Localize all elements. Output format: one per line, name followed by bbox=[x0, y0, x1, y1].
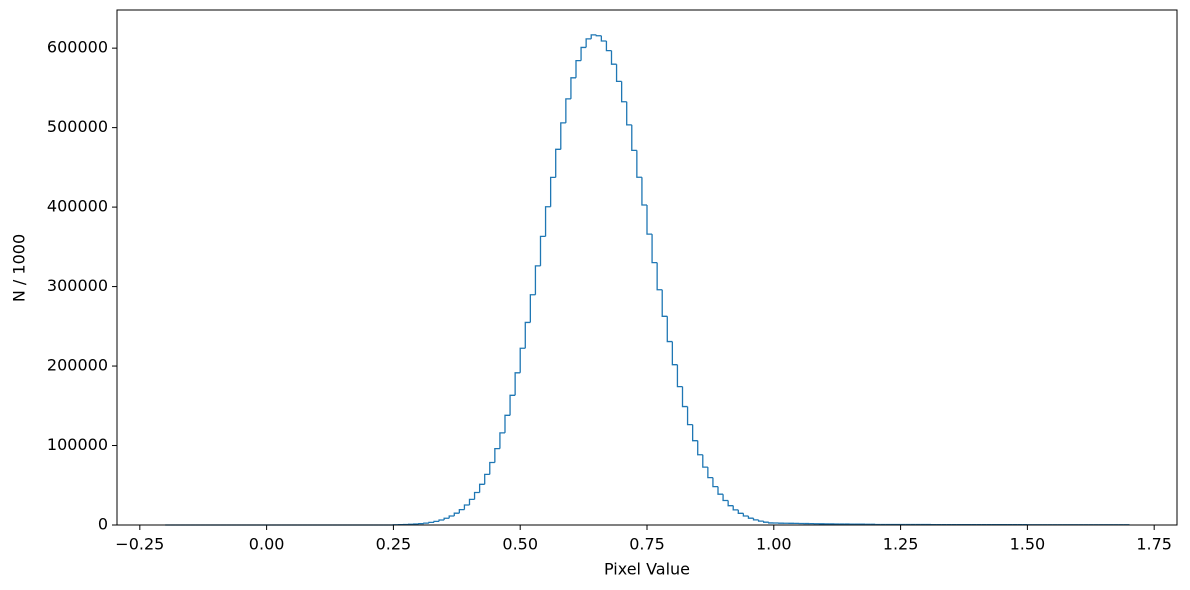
histogram-bin bbox=[722, 494, 729, 502]
histogram-bin bbox=[580, 46, 587, 61]
histogram-bin bbox=[478, 483, 485, 493]
histogram-bin bbox=[656, 262, 663, 291]
x-tick-label: 1.00 bbox=[756, 535, 792, 554]
histogram-bin bbox=[484, 473, 490, 485]
x-tick-label: 1.75 bbox=[1136, 535, 1172, 554]
y-tick-label: 0 bbox=[98, 515, 108, 534]
histogram-bin bbox=[732, 505, 739, 511]
histogram-bin bbox=[514, 372, 521, 396]
y-tick-label: 500000 bbox=[47, 117, 108, 136]
histogram-bin bbox=[549, 176, 556, 207]
x-tick-label: 0.00 bbox=[249, 535, 285, 554]
histogram-bin bbox=[752, 518, 759, 521]
histogram-bin bbox=[595, 34, 602, 37]
histogram-bin bbox=[570, 77, 576, 99]
histogram-bin bbox=[646, 205, 653, 235]
histogram-bin bbox=[534, 265, 541, 295]
histogram-bin bbox=[504, 414, 511, 433]
histogram-bin bbox=[676, 364, 683, 388]
histogram-bin bbox=[631, 124, 637, 152]
histogram-bin bbox=[575, 59, 582, 78]
histogram-bin bbox=[499, 432, 505, 449]
y-tick-label: 300000 bbox=[47, 276, 108, 295]
histogram-bin bbox=[494, 447, 500, 463]
histogram-bin bbox=[681, 386, 688, 408]
histogram-bin bbox=[539, 235, 546, 266]
histogram-bin bbox=[448, 515, 455, 519]
histogram-bin bbox=[615, 64, 622, 83]
histogram-bin bbox=[585, 38, 592, 48]
histogram-bin bbox=[697, 440, 703, 456]
histogram-bin bbox=[757, 519, 764, 522]
histogram-bin bbox=[768, 522, 774, 524]
histogram-bin bbox=[686, 406, 693, 426]
histogram-bin bbox=[691, 424, 698, 442]
histogram-bin bbox=[529, 294, 536, 323]
histogram-bin bbox=[428, 521, 434, 524]
x-tick-label: 0.50 bbox=[502, 535, 538, 554]
histogram-bin bbox=[560, 122, 566, 150]
x-tick-label: −0.25 bbox=[115, 535, 164, 554]
histogram-bin bbox=[565, 98, 571, 123]
histogram-bin bbox=[489, 461, 495, 475]
y-axis-label: N / 1000 bbox=[10, 234, 29, 302]
histogram-bin bbox=[610, 50, 617, 65]
histogram-bin bbox=[463, 504, 470, 510]
y-tick-label: 400000 bbox=[47, 197, 108, 216]
histogram-bin bbox=[519, 347, 526, 373]
y-tick-label: 600000 bbox=[47, 38, 108, 57]
histogram-bin bbox=[453, 512, 460, 517]
histogram-bin bbox=[620, 81, 627, 103]
x-tick-label: 0.75 bbox=[629, 535, 665, 554]
histogram-bin bbox=[666, 316, 673, 343]
y-tick-label: 200000 bbox=[47, 356, 108, 375]
histogram-bin bbox=[443, 517, 450, 521]
histogram-bin bbox=[727, 500, 734, 507]
histogram-bin bbox=[600, 35, 607, 42]
histogram-bin bbox=[433, 520, 440, 523]
histogram-bin bbox=[509, 394, 516, 416]
histogram-bin bbox=[423, 522, 429, 524]
histogram-bin bbox=[747, 516, 754, 519]
histogram-bin bbox=[544, 206, 551, 237]
histogram-bin bbox=[641, 177, 647, 206]
histogram-bin bbox=[473, 491, 480, 500]
histogram-bin bbox=[763, 521, 769, 523]
histogram-bin bbox=[438, 519, 445, 522]
x-axis-label: Pixel Value bbox=[604, 560, 690, 579]
histogram-bin bbox=[661, 289, 668, 317]
histogram-bin bbox=[742, 513, 749, 517]
x-tick-label: 1.25 bbox=[883, 535, 919, 554]
histogram-bin bbox=[590, 34, 597, 39]
histogram-bin bbox=[524, 321, 531, 349]
plot-frame bbox=[116, 9, 1178, 526]
x-tick-label: 0.25 bbox=[376, 535, 412, 554]
histogram-bin bbox=[626, 101, 632, 126]
histogram-bin bbox=[651, 234, 658, 264]
histogram-bin bbox=[717, 486, 724, 495]
y-tick-label: 100000 bbox=[47, 435, 108, 454]
histogram-bin bbox=[468, 498, 475, 505]
histogram-bin bbox=[737, 509, 744, 514]
histogram-bin bbox=[458, 508, 465, 514]
x-tick-label: 1.50 bbox=[1010, 535, 1046, 554]
histogram-bin bbox=[702, 454, 708, 468]
histogram-bin bbox=[671, 341, 678, 366]
histogram-bin bbox=[636, 150, 642, 178]
histogram-bin bbox=[605, 40, 612, 52]
histogram-bin bbox=[712, 477, 719, 488]
histogram-bin bbox=[707, 467, 713, 479]
histogram-bin bbox=[555, 148, 561, 178]
